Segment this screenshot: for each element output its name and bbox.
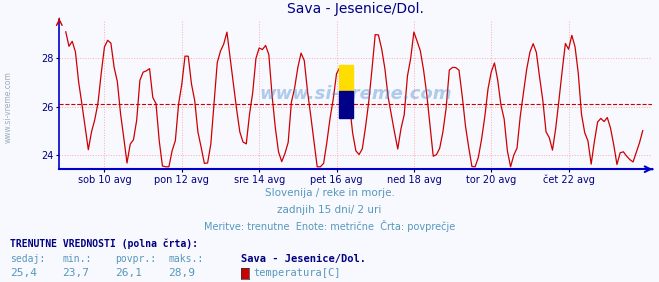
Text: www.si-vreme.com: www.si-vreme.com: [260, 85, 452, 103]
Text: www.si-vreme.com: www.si-vreme.com: [3, 71, 13, 143]
Text: 23,7: 23,7: [63, 268, 90, 278]
Text: min.:: min.:: [63, 254, 92, 264]
Text: sedaj:: sedaj:: [10, 254, 45, 264]
Text: 28,9: 28,9: [168, 268, 195, 278]
Text: maks.:: maks.:: [168, 254, 203, 264]
Text: 26,1: 26,1: [115, 268, 142, 278]
Text: 25,4: 25,4: [10, 268, 37, 278]
Text: Slovenija / reke in morje.: Slovenija / reke in morje.: [264, 188, 395, 198]
Text: Sava - Jesenice/Dol.: Sava - Jesenice/Dol.: [241, 254, 366, 264]
Text: TRENUTNE VREDNOSTI (polna črta):: TRENUTNE VREDNOSTI (polna črta):: [10, 238, 198, 249]
Polygon shape: [339, 91, 353, 118]
Text: povpr.:: povpr.:: [115, 254, 156, 264]
Polygon shape: [339, 65, 353, 91]
Title: Sava - Jesenice/Dol.: Sava - Jesenice/Dol.: [287, 2, 424, 16]
Text: zadnjih 15 dni/ 2 uri: zadnjih 15 dni/ 2 uri: [277, 205, 382, 215]
Text: Meritve: trenutne  Enote: metrične  Črta: povprečje: Meritve: trenutne Enote: metrične Črta: …: [204, 220, 455, 232]
Text: temperatura[C]: temperatura[C]: [254, 268, 341, 278]
